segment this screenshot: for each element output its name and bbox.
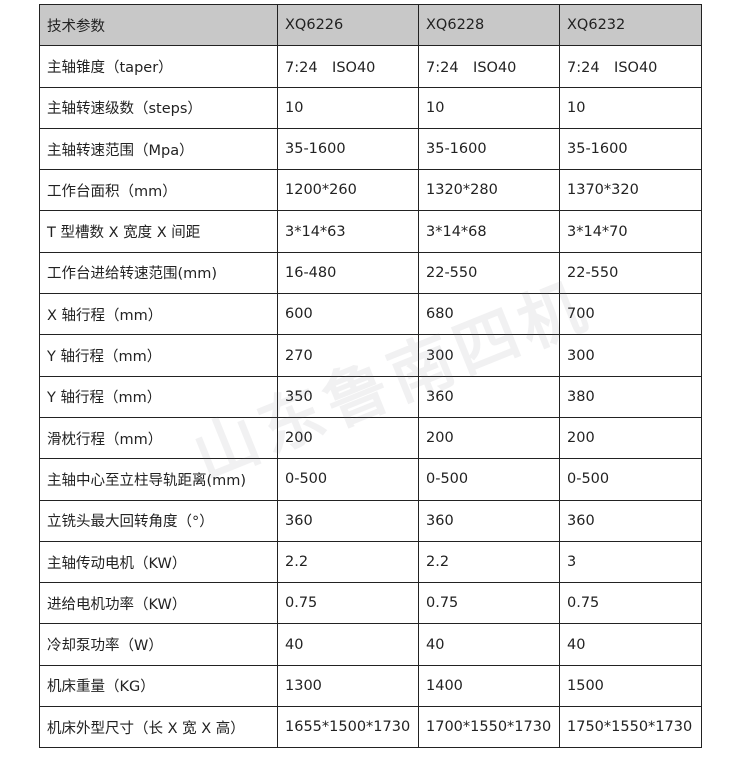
table-row: 滑枕行程（mm） 200 200 200 <box>39 416 702 460</box>
param-value-cell: 350 <box>277 375 419 418</box>
spec-table: 技术参数 XQ6226 XQ6228 XQ6232 主轴锥度（taper） 7:2… <box>39 3 702 749</box>
param-name-cell: 滑枕行程（mm） <box>39 416 278 460</box>
param-name-cell: 主轴锥度（taper） <box>39 45 278 88</box>
param-name-cell: 冷却泵功率（W） <box>39 623 278 666</box>
param-value-cell: 1370*320 <box>559 169 702 212</box>
param-name-cell: 机床重量（KG） <box>39 664 278 708</box>
param-value-cell: 360 <box>277 499 419 542</box>
table-row: 工作台面积（mm） 1200*260 1320*280 1370*320 <box>39 169 702 212</box>
param-value-cell: 360 <box>418 499 560 542</box>
param-name-cell: Y 轴行程（mm） <box>39 375 278 418</box>
param-value-cell: 600 <box>277 293 419 336</box>
table-row: 冷却泵功率（W） 40 40 40 <box>39 623 702 666</box>
param-value-cell: 0.75 <box>277 582 419 625</box>
param-value-cell: 270 <box>277 334 419 377</box>
param-value-cell: 0-500 <box>418 458 560 501</box>
param-value-cell: 40 <box>277 623 419 666</box>
param-value-cell: 3*14*63 <box>277 210 419 253</box>
header-cell: XQ6228 <box>418 3 560 47</box>
param-value-cell: 10 <box>418 86 560 129</box>
table-row: 主轴转速范围（Mpa） 35-1600 35-1600 35-1600 <box>39 127 702 171</box>
param-value-cell: 22-550 <box>559 251 702 295</box>
param-value-cell: 35-1600 <box>277 127 419 171</box>
header-cell: XQ6226 <box>277 3 419 47</box>
table-row: 机床外型尺寸（长 X 宽 X 高） 1655*1500*1730 1700*1550… <box>39 706 702 749</box>
param-value-cell: 360 <box>418 375 560 418</box>
param-value-cell: 3 <box>559 540 702 584</box>
param-value-cell: 680 <box>418 293 560 336</box>
param-value-cell: 10 <box>277 86 419 129</box>
param-value-cell: 2.2 <box>277 540 419 584</box>
param-value-cell: 0-500 <box>277 458 419 501</box>
param-value-cell: 10 <box>559 86 702 129</box>
table-row: 机床重量（KG） 1300 1400 1500 <box>39 664 702 708</box>
table-row: 主轴中心至立柱导轨距离(mm) 0-500 0-500 0-500 <box>39 458 702 501</box>
param-name-cell: 工作台面积（mm） <box>39 169 278 212</box>
param-value-cell: 1700*1550*1730 <box>418 706 560 749</box>
param-value-cell: 22-550 <box>418 251 560 295</box>
table-header-row: 技术参数 XQ6226 XQ6228 XQ6232 <box>39 3 702 47</box>
param-name-cell: 主轴转速范围（Mpa） <box>39 127 278 171</box>
param-name-cell: X 轴行程（mm） <box>39 293 278 336</box>
param-name-cell: 主轴传动电机（KW） <box>39 540 278 584</box>
param-name-cell: 主轴中心至立柱导轨距离(mm) <box>39 458 278 501</box>
param-value-cell: 0.75 <box>418 582 560 625</box>
table-row: 进给电机功率（KW） 0.75 0.75 0.75 <box>39 582 702 625</box>
param-value-cell: 40 <box>418 623 560 666</box>
table-row: X 轴行程（mm） 600 680 700 <box>39 293 702 336</box>
table-row: 主轴传动电机（KW） 2.2 2.2 3 <box>39 540 702 584</box>
param-value-cell: 200 <box>418 416 560 460</box>
param-value-cell: 700 <box>559 293 702 336</box>
param-value-cell: 1500 <box>559 664 702 708</box>
param-value-cell: 1750*1550*1730 <box>559 706 702 749</box>
param-value-cell: 1200*260 <box>277 169 419 212</box>
param-name-cell: 主轴转速级数（steps） <box>39 86 278 129</box>
param-value-cell: 35-1600 <box>559 127 702 171</box>
param-value-cell: 40 <box>559 623 702 666</box>
param-value-cell: 200 <box>277 416 419 460</box>
param-value-cell: 1400 <box>418 664 560 708</box>
param-name-cell: Y 轴行程（mm） <box>39 334 278 377</box>
param-value-cell: 7:24 ISO40 <box>559 45 702 88</box>
param-value-cell: 7:24 ISO40 <box>418 45 560 88</box>
param-value-cell: 0.75 <box>559 582 702 625</box>
table-row: T 型槽数 X 宽度 X 间距 3*14*63 3*14*68 3*14*70 <box>39 210 702 253</box>
table-row: 立铣头最大回转角度（°） 360 360 360 <box>39 499 702 542</box>
param-value-cell: 0-500 <box>559 458 702 501</box>
param-name-cell: 进给电机功率（KW） <box>39 582 278 625</box>
param-value-cell: 1300 <box>277 664 419 708</box>
table-row: 主轴转速级数（steps） 10 10 10 <box>39 86 702 129</box>
param-name-cell: T 型槽数 X 宽度 X 间距 <box>39 210 278 253</box>
param-value-cell: 300 <box>559 334 702 377</box>
param-value-cell: 200 <box>559 416 702 460</box>
param-name-cell: 工作台进给转速范围(mm) <box>39 251 278 295</box>
header-cell: 技术参数 <box>39 3 278 47</box>
param-name-cell: 机床外型尺寸（长 X 宽 X 高） <box>39 706 278 749</box>
param-value-cell: 16-480 <box>277 251 419 295</box>
param-value-cell: 3*14*70 <box>559 210 702 253</box>
table-row: Y 轴行程（mm） 350 360 380 <box>39 375 702 418</box>
table-row: 主轴锥度（taper） 7:24 ISO40 7:24 ISO40 7:24 ISO4… <box>39 45 702 88</box>
param-value-cell: 380 <box>559 375 702 418</box>
header-cell: XQ6232 <box>559 3 702 47</box>
param-value-cell: 1655*1500*1730 <box>277 706 419 749</box>
param-value-cell: 1320*280 <box>418 169 560 212</box>
table-row: 工作台进给转速范围(mm) 16-480 22-550 22-550 <box>39 251 702 295</box>
param-value-cell: 3*14*68 <box>418 210 560 253</box>
param-value-cell: 7:24 ISO40 <box>277 45 419 88</box>
param-name-cell: 立铣头最大回转角度（°） <box>39 499 278 542</box>
param-value-cell: 2.2 <box>418 540 560 584</box>
param-value-cell: 360 <box>559 499 702 542</box>
param-value-cell: 300 <box>418 334 560 377</box>
param-value-cell: 35-1600 <box>418 127 560 171</box>
table-row: Y 轴行程（mm） 270 300 300 <box>39 334 702 377</box>
